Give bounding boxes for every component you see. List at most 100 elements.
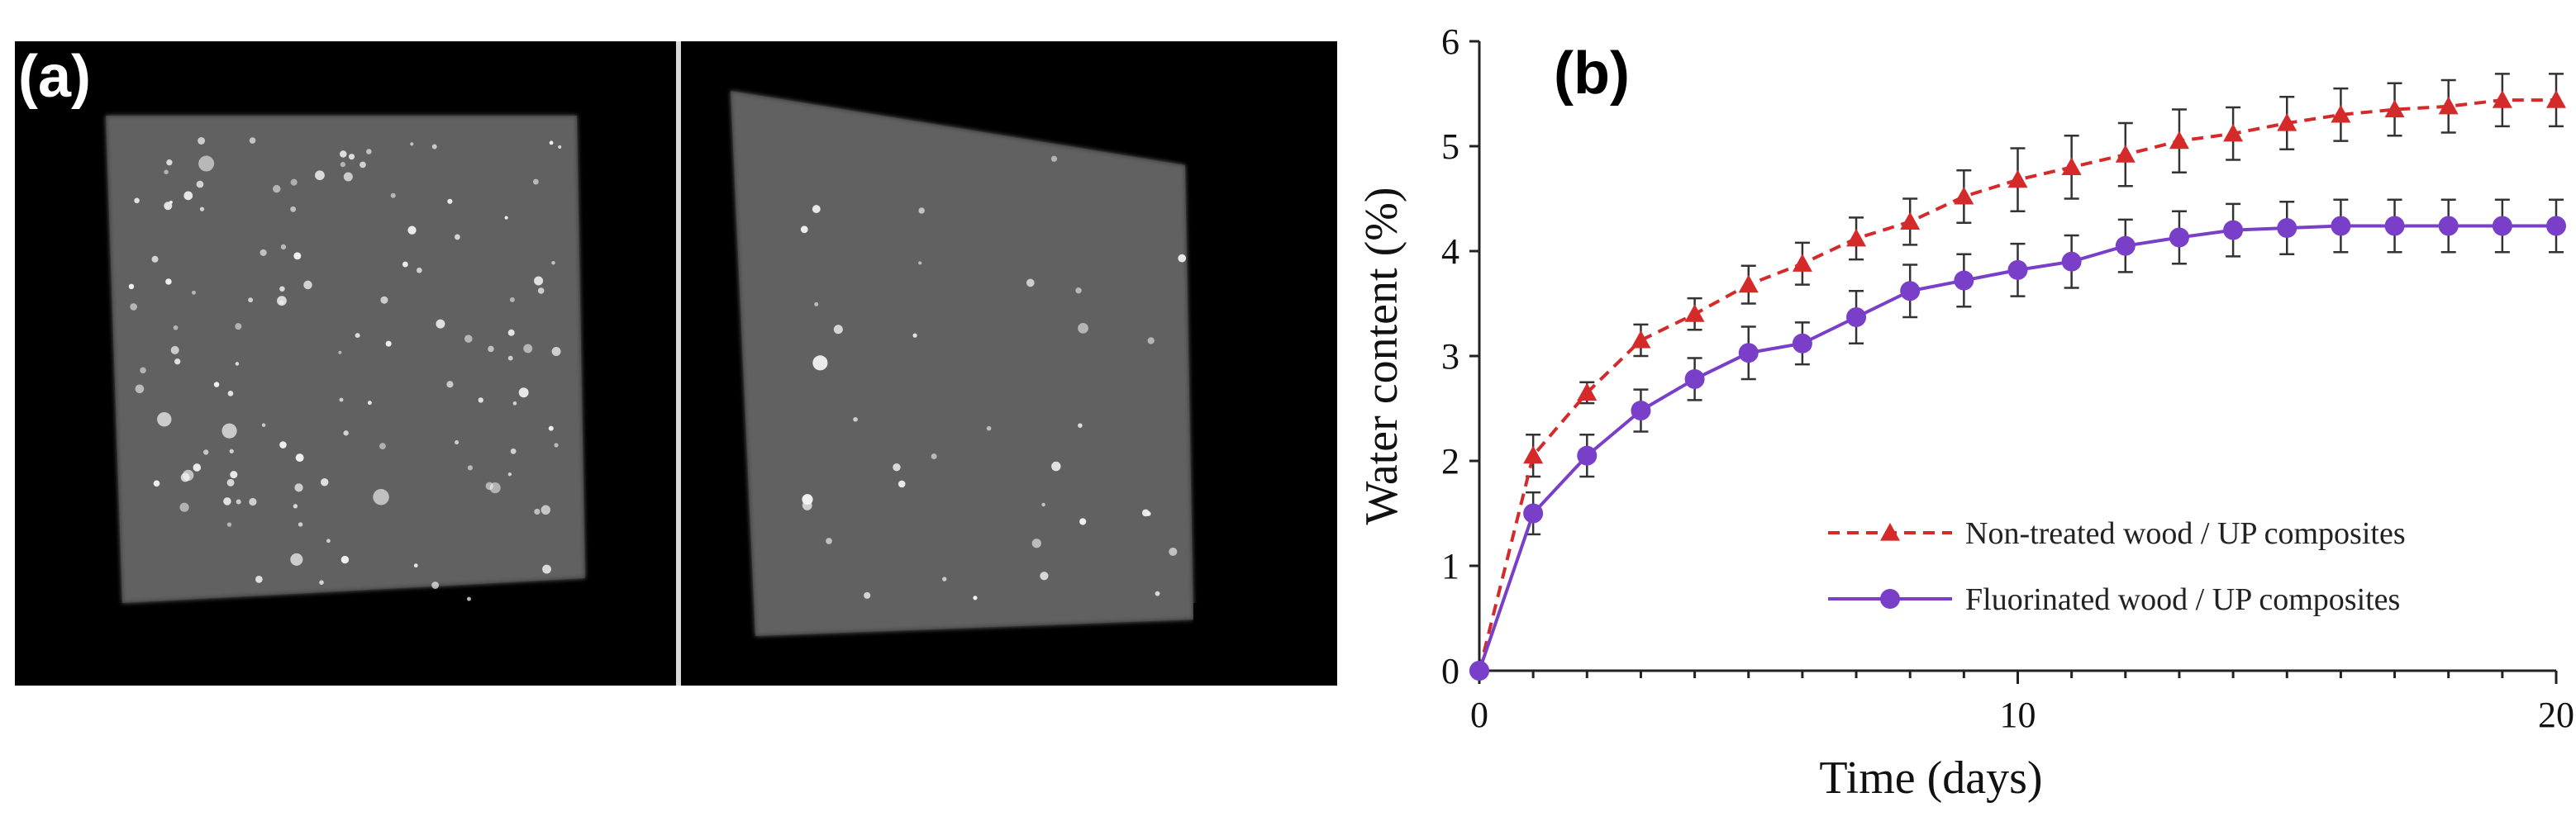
bright-spot: [1026, 278, 1035, 287]
bright-spot: [230, 471, 238, 479]
bright-spot: [549, 140, 554, 145]
panel-b-label: (b): [1554, 40, 1630, 107]
x-axis-title: Time (days): [1819, 752, 2042, 804]
bright-spot: [548, 425, 554, 431]
bright-spot: [157, 411, 172, 427]
data-point: [2277, 218, 2297, 239]
data-point: [2277, 113, 2297, 131]
bright-spot: [973, 596, 978, 601]
image-divider: [676, 41, 681, 686]
bright-spot: [151, 255, 159, 263]
bright-spot: [918, 261, 922, 265]
data-point: [2438, 216, 2459, 236]
fluorinated-sample-image: [731, 91, 1268, 665]
bright-spot: [164, 169, 169, 175]
bright-spot: [1079, 518, 1087, 525]
bright-spot: [814, 301, 819, 306]
bright-spot: [558, 145, 562, 150]
bright-spot: [164, 202, 173, 211]
bright-spot: [280, 244, 287, 250]
bright-spot: [893, 463, 901, 472]
panel-a-images: [15, 41, 1337, 686]
data-point: [2331, 104, 2351, 123]
bright-spot: [213, 382, 220, 387]
bright-spot: [260, 249, 267, 256]
series-non-treated: [1469, 73, 2566, 681]
bright-spot: [512, 401, 517, 406]
bright-spot: [534, 508, 540, 515]
x-tick-label: 0: [1470, 695, 1488, 735]
bright-spot: [298, 522, 303, 527]
bright-spot: [130, 303, 137, 311]
data-point: [2492, 216, 2512, 236]
bright-spot: [802, 500, 812, 510]
panel-a-label: (a): [18, 44, 91, 110]
data-point: [2384, 99, 2405, 118]
legend-label: Fluorinated wood / UP composites: [1965, 582, 2400, 617]
bright-spot: [417, 267, 422, 273]
bright-spot: [198, 137, 206, 145]
bright-spot: [279, 441, 287, 449]
bright-spot: [235, 323, 242, 330]
bright-spot: [454, 234, 460, 240]
bright-spot: [385, 340, 392, 347]
data-point: [2546, 90, 2566, 108]
bright-spot: [173, 325, 179, 330]
data-point: [1954, 186, 1974, 205]
data-point: [1631, 330, 1651, 349]
bright-spot: [249, 497, 257, 506]
data-point: [2223, 220, 2244, 240]
bright-spot: [196, 180, 204, 188]
bright-spot: [1178, 254, 1187, 263]
bright-spot: [1041, 502, 1045, 507]
data-point: [1738, 274, 1759, 293]
data-point: [1577, 382, 1598, 401]
bright-spot: [466, 596, 471, 601]
bright-spot: [446, 381, 454, 388]
bright-spot: [135, 384, 145, 394]
bright-spot: [128, 283, 135, 290]
data-point: [1469, 661, 1489, 681]
bright-spot: [293, 252, 302, 260]
bright-spot: [542, 564, 551, 574]
bright-spot: [290, 178, 298, 186]
bright-spot: [235, 362, 240, 366]
bright-spot: [507, 329, 515, 336]
bright-spot: [226, 478, 235, 487]
bright-spot: [1078, 423, 1083, 428]
bright-spot: [1147, 337, 1155, 344]
bright-spot: [864, 591, 871, 599]
y-tick-label: 5: [1441, 126, 1459, 167]
bright-spot: [380, 296, 388, 304]
bright-spot: [523, 344, 533, 354]
bright-spot: [986, 425, 992, 431]
y-axis-title: Water content (%): [1356, 187, 1407, 525]
data-point: [1954, 270, 1974, 291]
bright-spot: [343, 430, 349, 436]
bright-spot: [255, 575, 263, 583]
bright-spot: [340, 150, 347, 158]
bright-spot: [551, 347, 561, 356]
bright-spot: [343, 172, 353, 182]
data-point: [1738, 343, 1759, 363]
data-point: [2169, 227, 2189, 248]
bright-spot: [510, 448, 517, 454]
bright-spot: [540, 505, 551, 515]
data-point: [2438, 96, 2459, 115]
bright-spot: [1075, 287, 1082, 294]
bright-spot: [554, 443, 559, 448]
data-point: [1846, 307, 1867, 328]
bright-spot: [379, 443, 386, 450]
bright-spot: [140, 367, 146, 374]
scale-bar-mask: [593, 611, 668, 673]
bright-spot: [390, 192, 396, 198]
legend-marker: [1880, 523, 1900, 541]
x-tick-label: 20: [2538, 695, 2574, 735]
bright-spot: [478, 397, 483, 403]
data-point: [1846, 228, 1867, 247]
bright-spot: [295, 453, 304, 463]
bright-spot: [199, 206, 205, 211]
bright-spot: [366, 149, 372, 154]
bright-spot: [826, 538, 832, 544]
bright-spot: [1141, 509, 1150, 517]
